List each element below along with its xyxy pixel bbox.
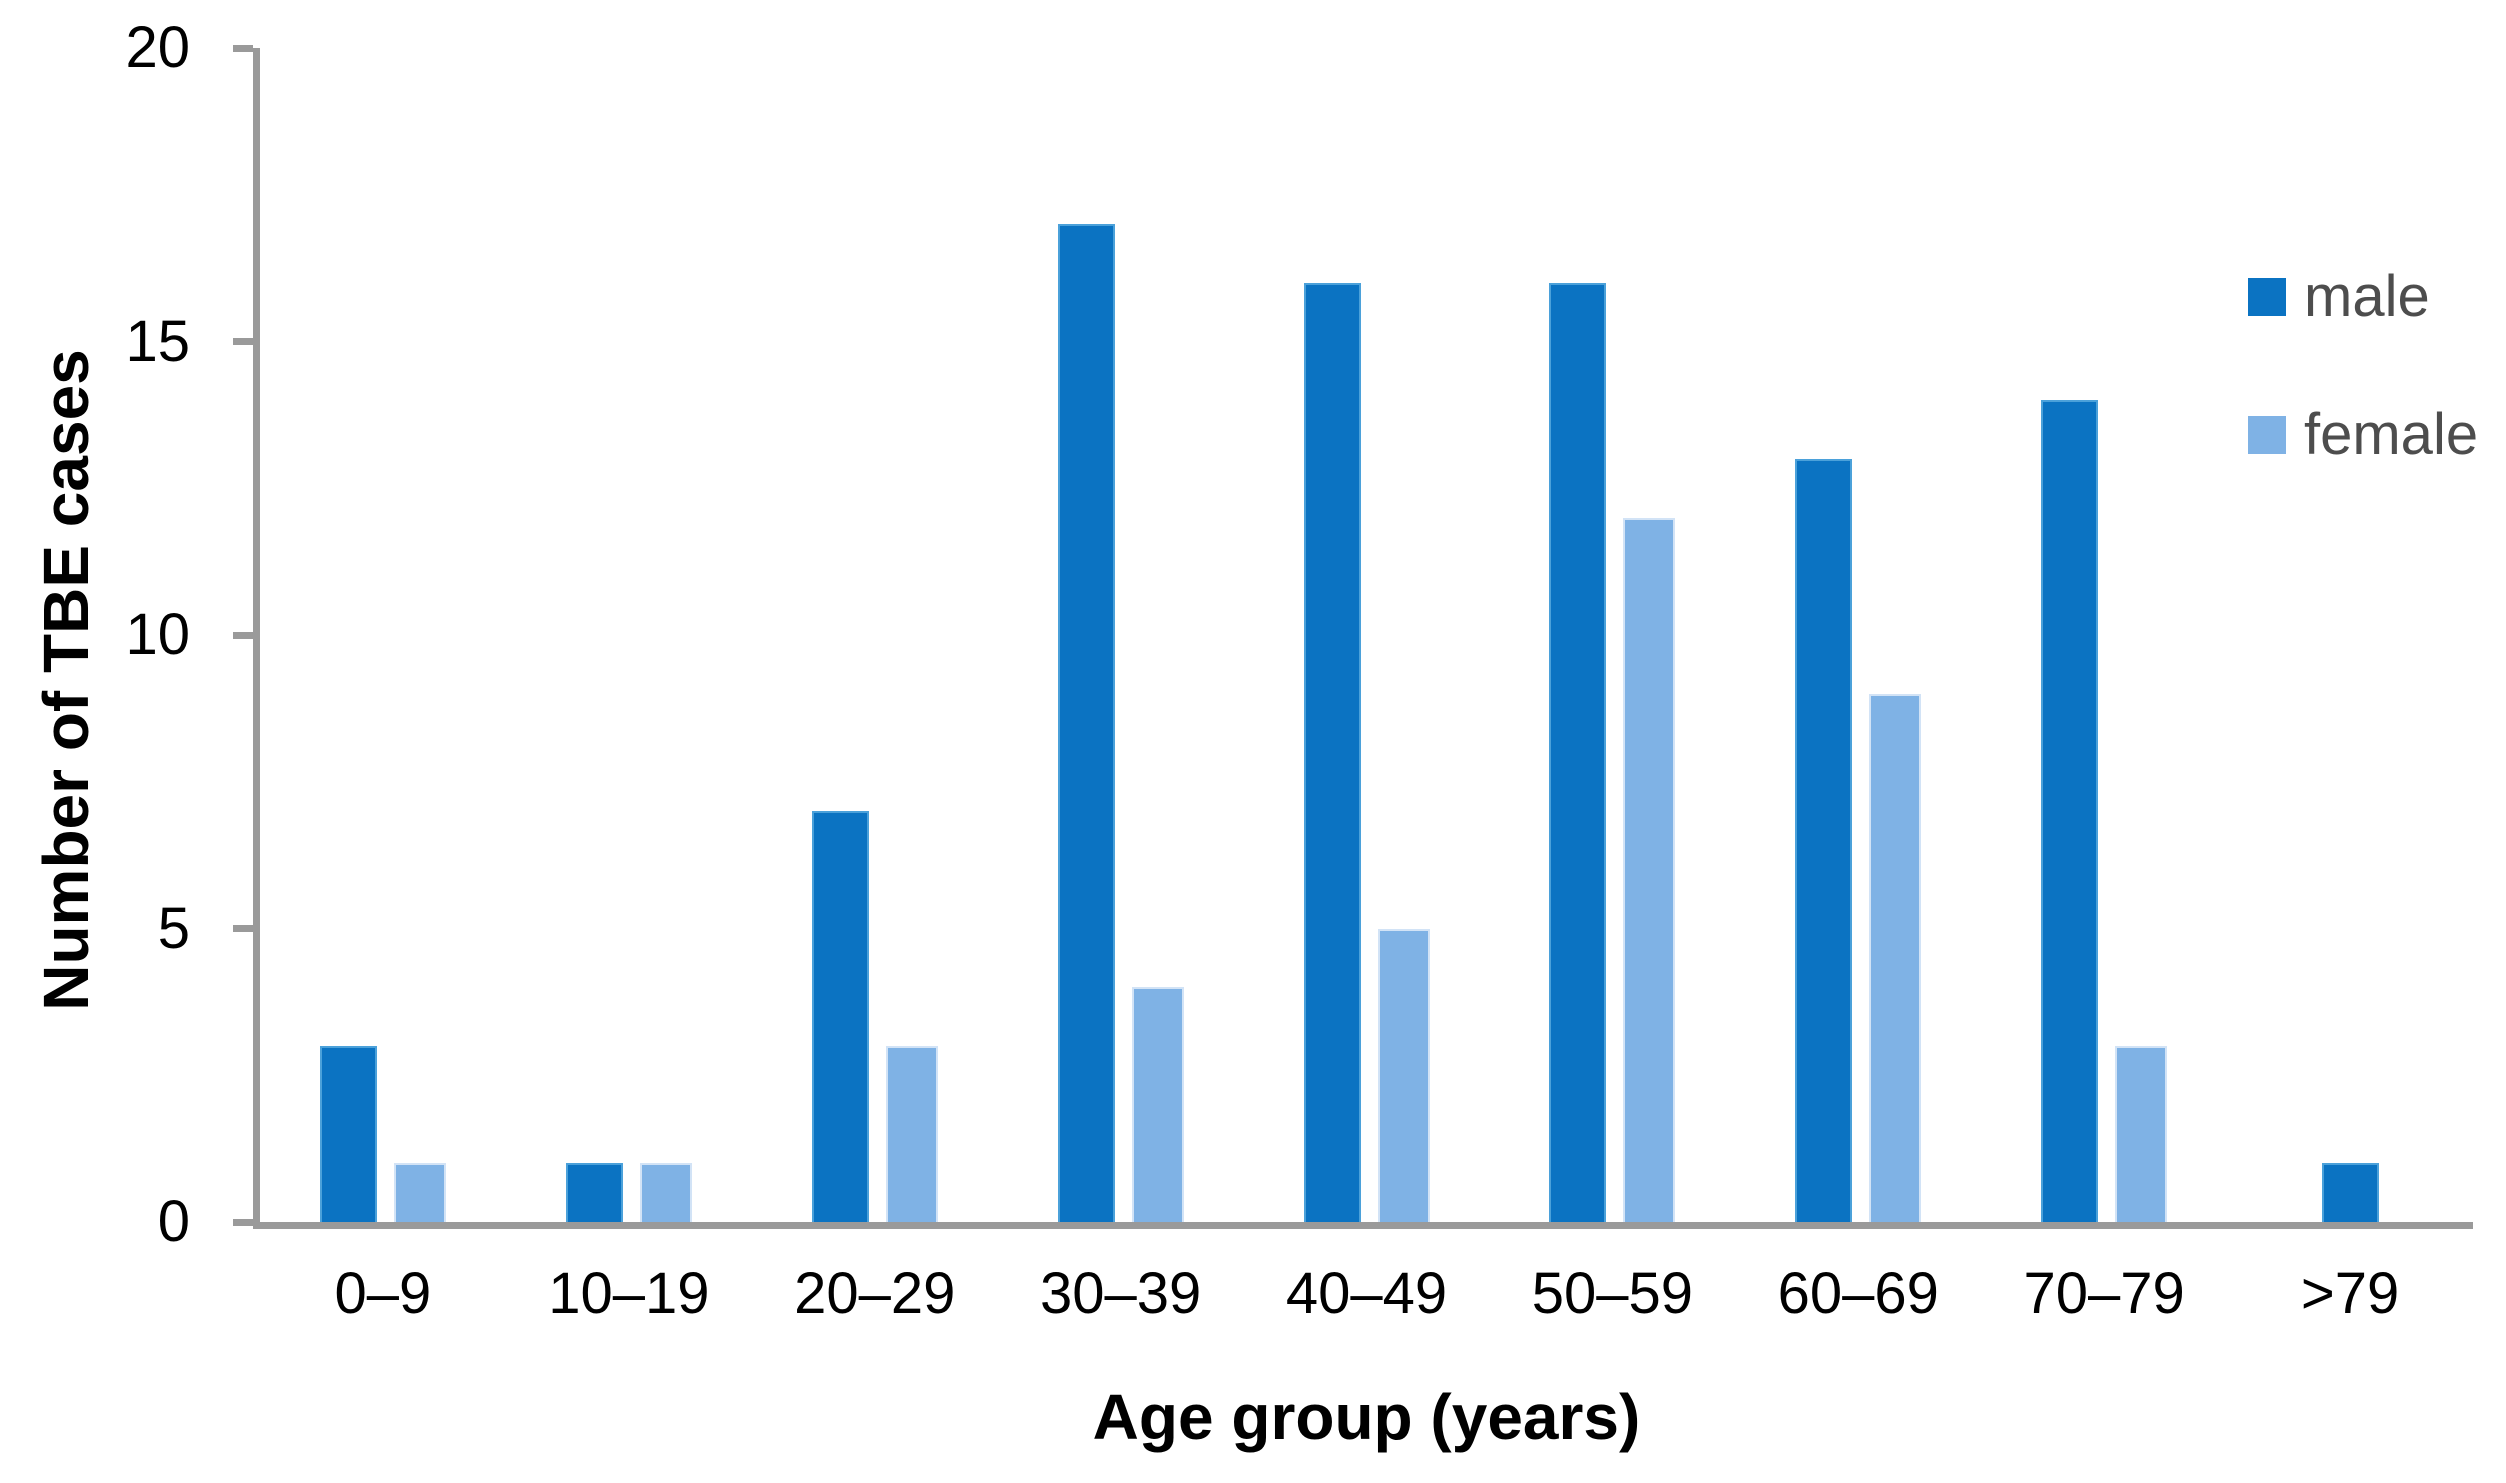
bar-male-20–29 <box>811 811 869 1222</box>
y-tick-15 <box>233 338 253 345</box>
bar-female-10–19 <box>639 1163 692 1222</box>
bar-male-50–59 <box>1549 282 1607 1222</box>
x-tick-label-50–59: 50–59 <box>1531 1261 1694 1326</box>
bar-male-70–79 <box>2041 400 2099 1222</box>
y-tick-5 <box>233 925 253 932</box>
bar-group-20–29 <box>752 48 998 1222</box>
bar-male-60–69 <box>1795 458 1853 1222</box>
bar-female-20–29 <box>885 1045 938 1222</box>
y-tick-label-10: 10 <box>125 602 190 667</box>
y-tick-0 <box>233 1218 253 1226</box>
bar-male-0–9 <box>319 1045 377 1222</box>
x-tick-label->79: >79 <box>2300 1261 2400 1326</box>
x-tick-label-30–39: 30–39 <box>1039 1261 1202 1326</box>
male-swatch <box>2248 278 2286 316</box>
x-tick-label-0–9: 0–9 <box>334 1261 432 1326</box>
x-tick-label-60–69: 60–69 <box>1777 1261 1939 1326</box>
bar-group-0–9 <box>260 48 506 1222</box>
y-tick-10 <box>233 631 253 639</box>
bar-female-50–59 <box>1623 517 1676 1222</box>
x-tick-label-20–29: 20–29 <box>794 1261 956 1326</box>
bar-group-40–49 <box>1244 48 1490 1222</box>
x-tick-label-40–49: 40–49 <box>1285 1261 1448 1326</box>
y-tick-label-20: 20 <box>125 15 190 80</box>
bar-group-30–39 <box>998 48 1244 1222</box>
legend: male female <box>2248 268 2478 464</box>
bar-male-40–49 <box>1303 282 1361 1222</box>
y-tick-label-5: 5 <box>157 895 190 961</box>
bar-female-40–49 <box>1377 928 1430 1222</box>
y-tick-20 <box>233 44 253 52</box>
bar-group->79 <box>2227 48 2473 1222</box>
bar-group-50–59 <box>1489 48 1735 1222</box>
bar-male-10–19 <box>565 1163 623 1222</box>
y-tick-label-15: 15 <box>125 308 190 374</box>
female-swatch <box>2248 416 2286 454</box>
bar-group-70–79 <box>1981 48 2227 1222</box>
bar-group-10–19 <box>506 48 752 1222</box>
legend-label-female: female <box>2304 402 2479 467</box>
bar-female-0–9 <box>393 1163 446 1222</box>
bar-male->79 <box>2321 1163 2379 1222</box>
bar-female-70–79 <box>2115 1045 2168 1222</box>
y-tick-label-0: 0 <box>157 1189 190 1254</box>
legend-item-male: male <box>2248 268 2478 326</box>
x-axis-title: Age group (years) <box>1092 1381 1641 1453</box>
bar-female-30–39 <box>1131 987 1184 1222</box>
legend-label-male: male <box>2304 264 2430 329</box>
bar-female-60–69 <box>1869 693 1922 1222</box>
bar-groups <box>260 48 2473 1222</box>
x-tick-label-70–79: 70–79 <box>2023 1261 2185 1326</box>
plot-area <box>233 44 2473 1229</box>
x-axis-tick-labels: 0–9 10–19 20–29 30–39 40–49 50–59 60–69 70–79 >7… <box>260 1262 2473 1326</box>
bar-male-30–39 <box>1057 224 1115 1222</box>
x-tick-label-10–19: 10–19 <box>548 1261 710 1326</box>
legend-item-female: female <box>2248 406 2478 464</box>
bar-group-60–69 <box>1735 48 1981 1222</box>
